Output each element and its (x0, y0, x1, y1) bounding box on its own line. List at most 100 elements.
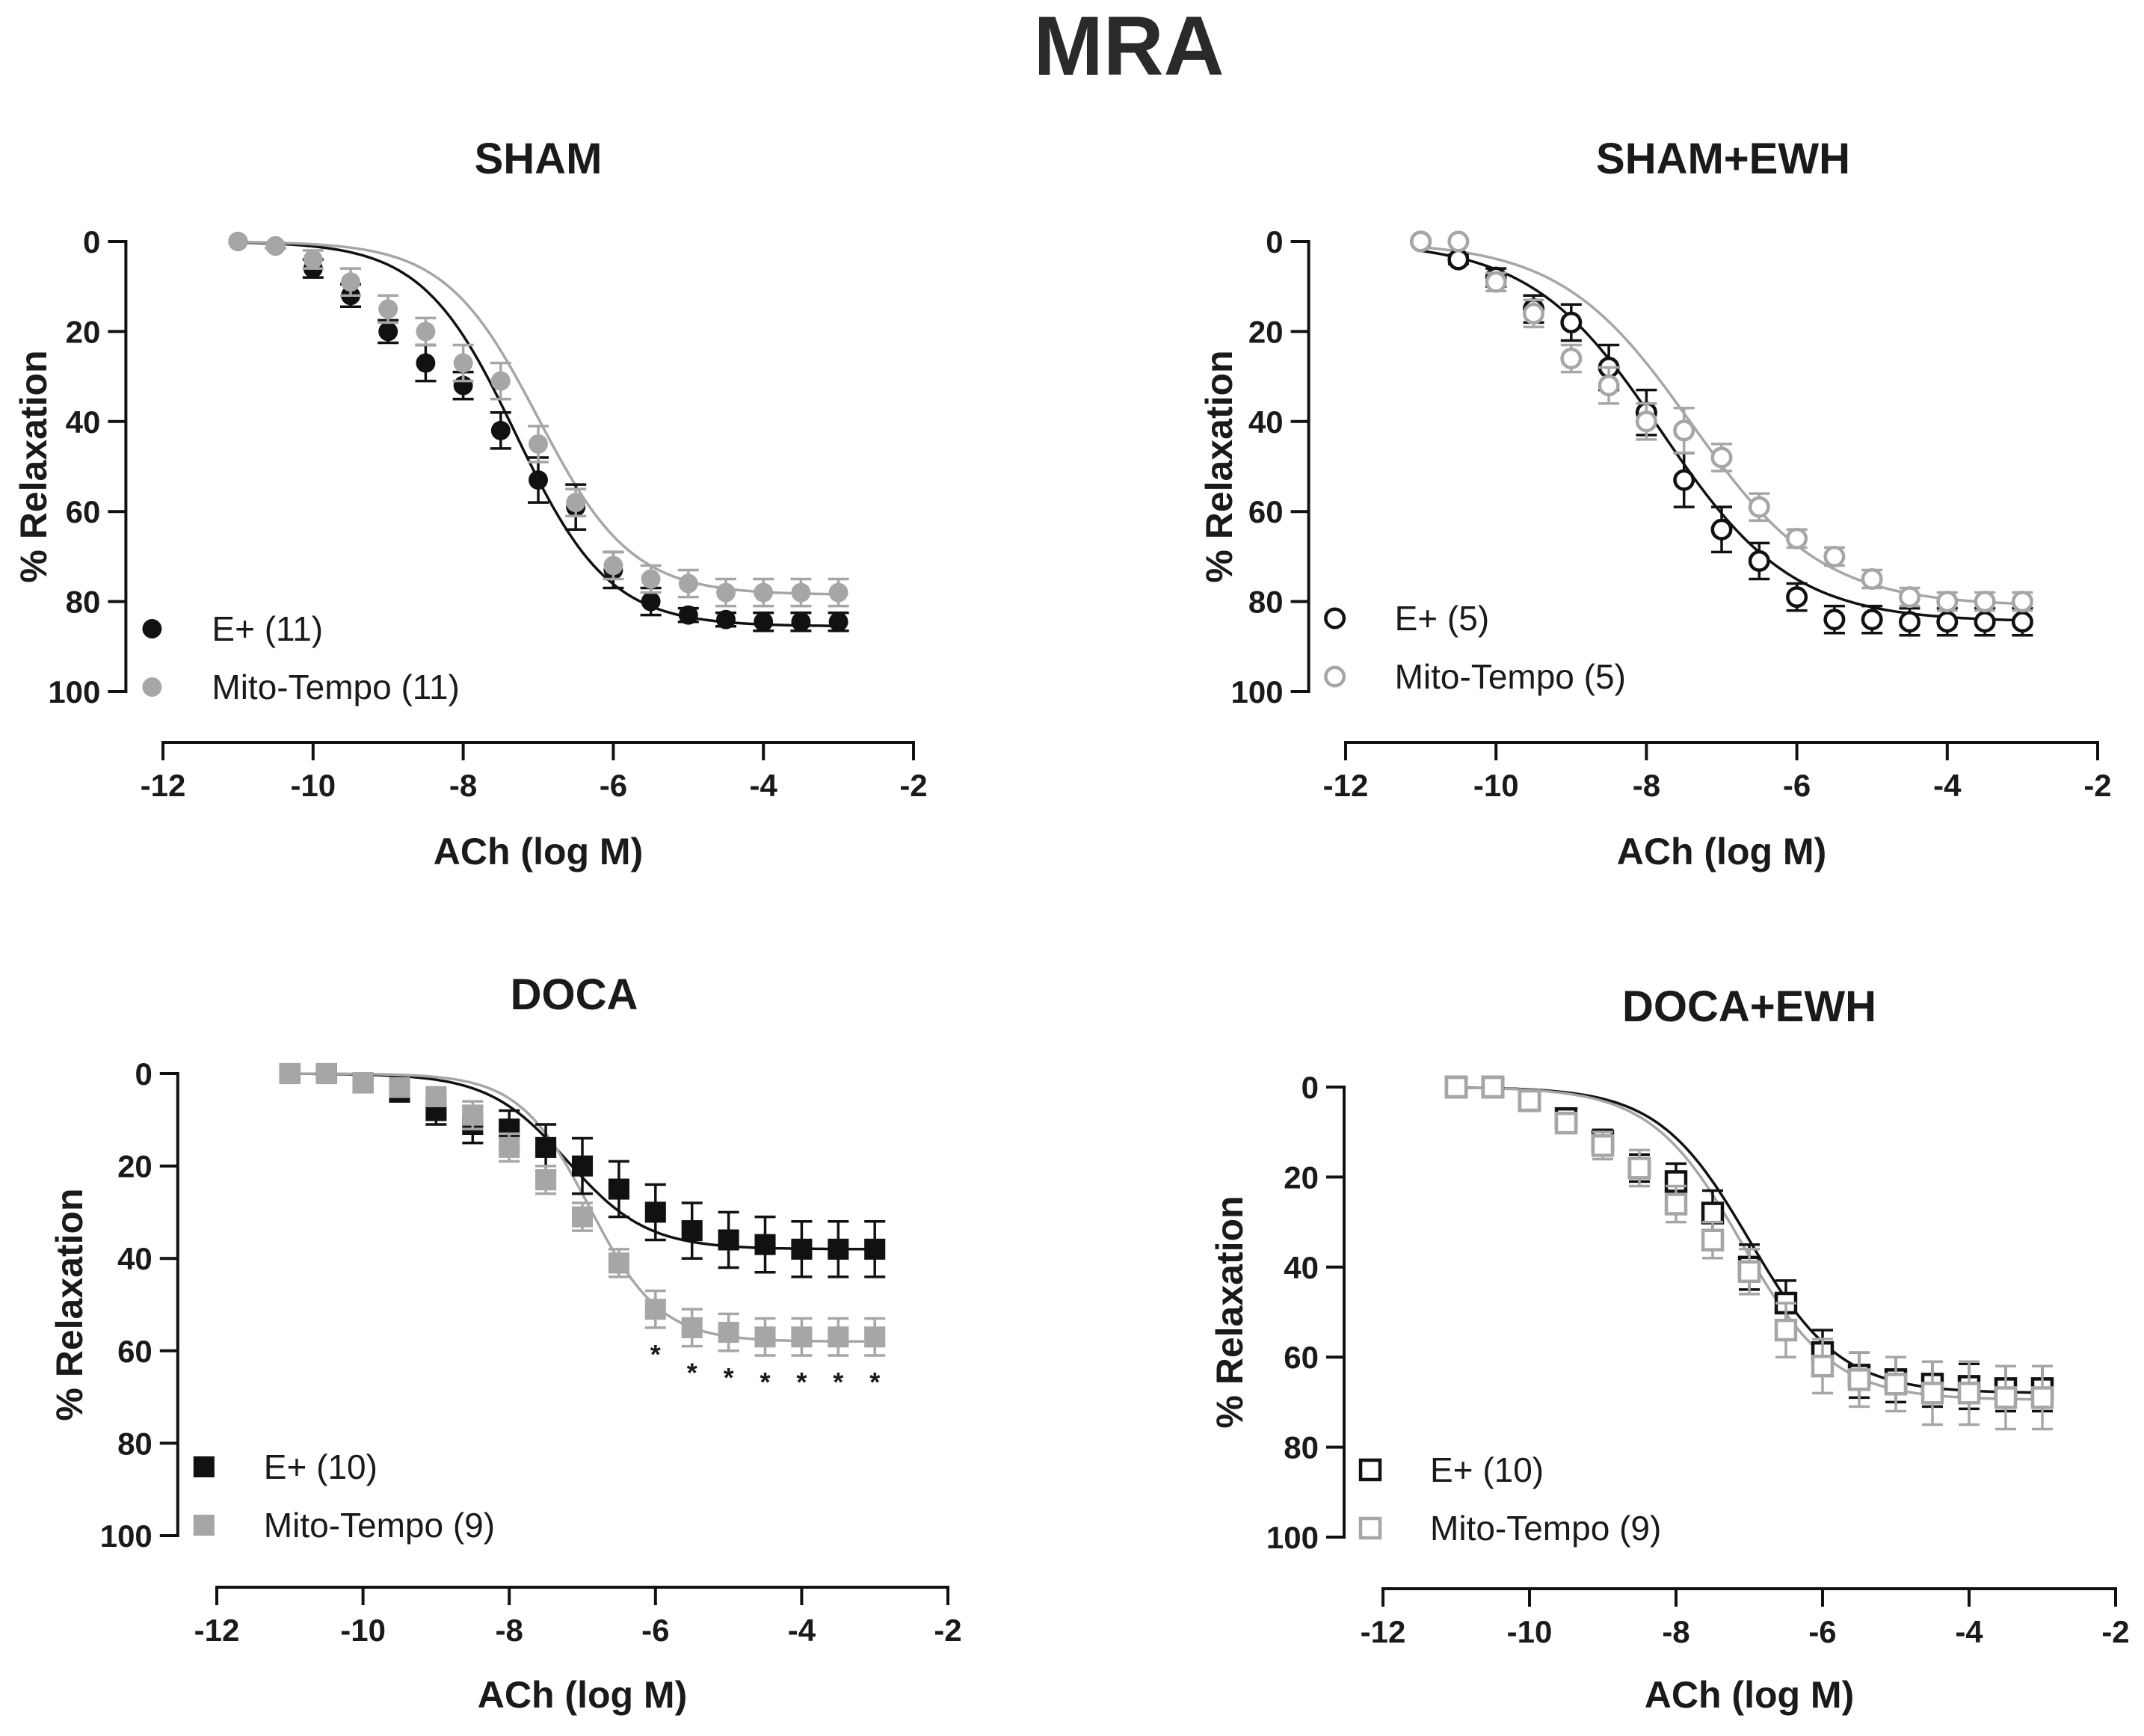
x-tick-label: -10 (290, 768, 336, 803)
y-tick-label: 100 (1231, 674, 1284, 710)
x-tick-label: -8 (496, 1613, 523, 1648)
x-tick-label: -12 (194, 1613, 240, 1648)
legend-label-mito-tempo: Mito-Tempo (9) (264, 1506, 495, 1545)
y-tick-label: 40 (1284, 1250, 1319, 1285)
x-tick-label: -10 (1473, 768, 1519, 803)
x-tick-label: -12 (1323, 768, 1369, 803)
data-point-mito-tempo (1635, 410, 1657, 433)
data-point-mito-tempo (1485, 271, 1507, 293)
y-tick-label: 80 (1284, 1430, 1319, 1465)
data-point-e-plus (1936, 611, 1959, 633)
y-tick-label: 100 (1266, 1520, 1319, 1555)
data-point-mito-tempo (1591, 1134, 1615, 1157)
data-point-mito-tempo (2011, 591, 2033, 613)
x-axis-label: ACh (log M) (1645, 1674, 1854, 1716)
data-point-mito-tempo (2030, 1386, 2054, 1409)
chart-doca: DOCA 0 20 40 60 80 100 % Relaxation -12 -10 -8 -6 -4… (49, 970, 962, 1716)
data-point-mito-tempo (1710, 446, 1733, 469)
data-point-e-plus (1447, 248, 1470, 271)
y-tick-label: 40 (1248, 404, 1284, 440)
legend-label-mito-tempo: Mito-Tempo (11) (212, 668, 459, 707)
data-point-e-plus (828, 612, 848, 632)
data-point-mito-tempo (499, 1136, 520, 1158)
data-point-mito-tempo (1447, 230, 1470, 253)
data-point-mito-tempo (1627, 1157, 1651, 1180)
data-point-e-plus (1710, 518, 1733, 541)
data-point-e-plus (416, 353, 436, 373)
data-point-mito-tempo (1410, 230, 1432, 253)
legend-label-mito-tempo: Mito-Tempo (9) (1430, 1509, 1661, 1548)
data-point-mito-tempo (1994, 1386, 2018, 1409)
x-tick-label: -4 (750, 768, 778, 803)
legend-label-e-plus: E+ (10) (1430, 1450, 1544, 1489)
legend-marker-e-plus (1358, 1458, 1382, 1482)
data-point-mito-tempo (529, 434, 548, 454)
legend-marker-e-plus (1324, 607, 1346, 630)
data-point-mito-tempo (265, 236, 286, 256)
data-point-e-plus (644, 1201, 666, 1223)
data-point-mito-tempo (1518, 1089, 1541, 1112)
data-point-mito-tempo (228, 232, 248, 251)
data-point-mito-tempo (678, 573, 698, 594)
data-point-mito-tempo (716, 582, 736, 603)
data-point-mito-tempo (1936, 591, 1959, 613)
data-point-e-plus (1701, 1201, 1725, 1225)
data-point-mito-tempo (462, 1104, 484, 1126)
x-tick-label: -10 (340, 1613, 386, 1648)
data-point-mito-tempo (389, 1077, 410, 1098)
figure-title: MRA (1033, 0, 1224, 93)
y-tick-label: 80 (117, 1426, 153, 1461)
data-point-e-plus (641, 591, 661, 612)
legend-label-e-plus: E+ (10) (264, 1447, 378, 1486)
fit-curve-mito-tempo (238, 240, 839, 596)
data-point-mito-tempo (1737, 1260, 1761, 1284)
data-point-mito-tempo (1523, 302, 1544, 324)
data-point-mito-tempo (754, 582, 774, 603)
panel-title: SHAM (475, 135, 603, 183)
x-tick-label: -4 (1955, 1614, 1983, 1649)
data-point-mito-tempo (1957, 1382, 1981, 1405)
data-point-e-plus (1974, 611, 1996, 633)
y-tick-label: 60 (1284, 1340, 1319, 1375)
y-tick-label: 100 (48, 674, 100, 710)
data-point-mito-tempo (644, 1299, 666, 1320)
y-tick-label: 0 (135, 1056, 152, 1092)
data-point-mito-tempo (1823, 545, 1846, 567)
x-tick-label: -2 (2083, 768, 2111, 803)
data-point-mito-tempo (1673, 419, 1695, 442)
data-point-e-plus (378, 321, 398, 342)
y-tick-label: 20 (1284, 1160, 1319, 1195)
data-point-mito-tempo (571, 1206, 594, 1228)
data-point-mito-tempo (1481, 1075, 1505, 1099)
data-point-mito-tempo (1444, 1075, 1468, 1099)
data-point-mito-tempo (828, 582, 848, 603)
data-point-mito-tempo (1884, 1373, 1908, 1396)
data-point-mito-tempo (490, 371, 511, 391)
data-point-e-plus (529, 470, 548, 490)
panel-title: DOCA (511, 970, 638, 1019)
x-axis-label: ACh (log M) (478, 1674, 687, 1716)
significance-marker: * (833, 1367, 843, 1397)
data-point-mito-tempo (754, 1326, 776, 1348)
y-tick-label: 60 (66, 494, 101, 529)
data-point-mito-tempo (1598, 375, 1620, 397)
chart-sham: SHAM 0 20 40 60 80 100 % Relaxation -12 -10 -8 -6 -4… (13, 135, 928, 872)
x-tick-label: -12 (141, 768, 186, 803)
data-point-mito-tempo (416, 321, 436, 342)
y-axis-label: % Relaxation (49, 1188, 90, 1420)
significance-marker: * (869, 1367, 880, 1397)
x-tick-label: -6 (641, 1613, 669, 1648)
data-point-e-plus (754, 612, 774, 632)
x-axis-label: ACh (log M) (1617, 831, 1826, 872)
y-tick-label: 20 (117, 1149, 153, 1184)
data-point-e-plus (681, 1220, 703, 1242)
data-point-mito-tempo (378, 299, 398, 319)
significance-marker: * (687, 1358, 697, 1388)
data-point-mito-tempo (608, 1252, 629, 1274)
x-tick-label: -8 (1633, 768, 1660, 803)
data-point-mito-tempo (1554, 1111, 1578, 1135)
y-tick-label: 0 (1266, 224, 1283, 259)
data-point-e-plus (754, 1234, 776, 1255)
data-point-mito-tempo (1701, 1228, 1725, 1252)
